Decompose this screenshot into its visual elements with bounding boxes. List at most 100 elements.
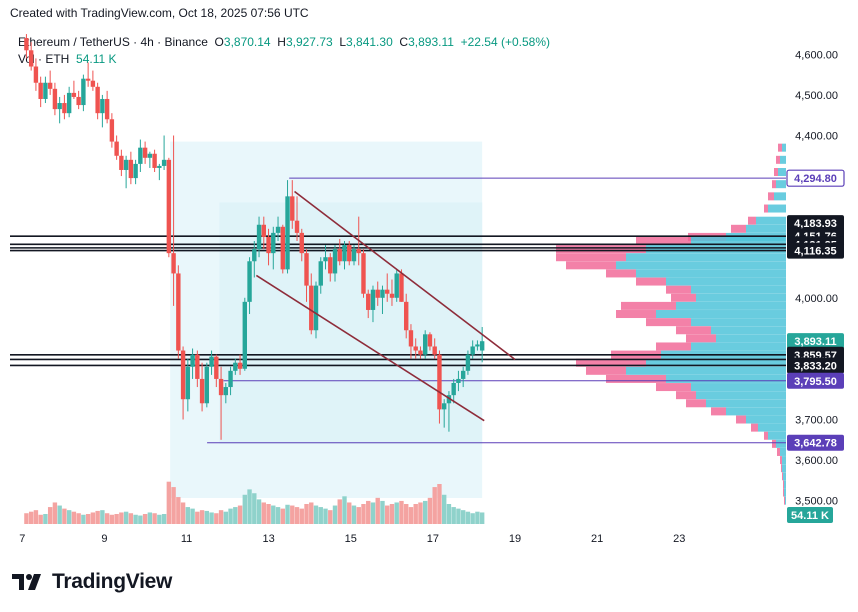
volume-profile-sell-bar — [764, 204, 768, 213]
candle-body — [271, 232, 276, 254]
volume-profile-sell-bar — [566, 261, 616, 270]
candle-body — [408, 330, 414, 347]
volume-bar — [114, 514, 119, 524]
volume-profile-sell-bar — [686, 334, 716, 343]
candle-body — [285, 196, 290, 270]
volume-bar — [142, 514, 148, 524]
volume-bar — [290, 505, 295, 524]
volume-bar — [47, 507, 53, 524]
volume-bar — [71, 511, 77, 524]
volume-profile-sell-bar — [606, 374, 666, 383]
volume-bar — [380, 500, 385, 524]
volume-bar — [252, 493, 257, 524]
volume-bar — [309, 502, 314, 524]
volume-bar — [375, 497, 380, 524]
volume-bar — [332, 505, 338, 524]
price-tag-label: 3,833.20 — [794, 360, 837, 372]
candle-body — [76, 96, 81, 106]
volume-bar — [385, 505, 390, 524]
volume-bar — [304, 504, 309, 524]
candle-body — [233, 362, 238, 371]
volume-profile-sell-bar — [778, 143, 782, 152]
candle-body — [190, 354, 195, 367]
volume-bar — [157, 514, 162, 524]
candle-body — [171, 253, 176, 274]
tradingview-logo[interactable]: TradingView — [12, 570, 172, 594]
volume-bar — [176, 497, 181, 524]
candle-body — [337, 249, 342, 262]
candle-body — [427, 334, 433, 347]
y-tick-label: 4,600.00 — [795, 49, 838, 61]
candle-body — [446, 395, 452, 404]
volume-bar — [62, 508, 67, 524]
candle-body — [323, 257, 328, 262]
candle-body — [24, 38, 29, 51]
volume-bar — [294, 507, 300, 524]
volume-profile-buy-bar — [646, 358, 786, 367]
volume-profile-buy-bar — [784, 488, 786, 497]
candle-body — [252, 249, 257, 262]
volume-bar — [28, 511, 34, 524]
volume-profile-buy-bar — [746, 415, 786, 424]
candle-body — [394, 273, 399, 298]
volume-bar — [285, 504, 290, 524]
x-tick-label: 21 — [591, 533, 603, 545]
volume-profile-sell-bar — [774, 168, 778, 177]
candle-body — [85, 78, 91, 81]
volume-bar — [271, 505, 276, 524]
candle-body — [119, 155, 124, 170]
candle-body — [475, 344, 480, 347]
volume-bar — [76, 513, 81, 524]
volume-profile-sell-bar — [776, 155, 780, 164]
candle-body — [351, 249, 357, 262]
volume-profile-sell-bar — [671, 293, 696, 302]
tradingview-logo-icon — [12, 574, 41, 590]
volume-bar — [370, 502, 376, 524]
volume-profile-buy-bar — [691, 285, 786, 294]
candle-body — [356, 249, 361, 254]
candle-body — [470, 346, 475, 355]
volume-tag — [787, 507, 833, 523]
candle-body — [95, 86, 100, 114]
candle-body — [47, 82, 53, 89]
close-value: 3,893.11 — [408, 35, 454, 49]
candle-body — [451, 382, 456, 396]
candle-body — [460, 370, 466, 379]
volume-profile-sell-bar — [748, 216, 756, 225]
volume-bar — [100, 510, 105, 524]
volume-profile-sell-bar — [686, 399, 706, 408]
price-chart[interactable]: 3,500.00 3,600.00 3,700.00 4,000.00 4,400.00… — [0, 0, 858, 560]
candle-body — [104, 98, 110, 120]
symbol-label[interactable]: Ethereum / TetherUS · 4h · Binance — [18, 35, 208, 49]
candle-body — [204, 366, 210, 404]
volume-bar — [456, 508, 461, 524]
volume-bar — [460, 510, 466, 524]
candle-body — [166, 159, 172, 254]
x-tick-label: 13 — [263, 533, 275, 545]
volume-bar — [389, 504, 395, 524]
candle-body — [347, 245, 352, 262]
y-tick-label: 3,600.00 — [795, 455, 838, 467]
x-tick-label: 15 — [345, 533, 357, 545]
volume-profile-buy-bar — [656, 310, 786, 319]
volume-bar — [85, 514, 91, 524]
candle-body — [52, 88, 58, 110]
volume-bar — [437, 484, 442, 524]
volume-bar — [451, 507, 456, 524]
candle-body — [313, 285, 319, 331]
volume-profile-buy-bar — [626, 253, 786, 262]
price-tag-label: 3,795.50 — [794, 376, 837, 388]
volume-profile-sell-bar — [764, 431, 768, 440]
volume-profile-sell-bar — [586, 366, 626, 375]
volume-profile-buy-bar — [666, 277, 786, 286]
x-tick-label: 9 — [101, 533, 107, 545]
volume-bar — [351, 505, 357, 524]
volume-bar — [446, 504, 452, 524]
candle-body — [437, 354, 442, 410]
volume-bar — [233, 507, 238, 524]
candle-body — [413, 346, 418, 351]
price-tag — [787, 372, 844, 389]
volume-profile-sell-bar — [782, 472, 783, 481]
candle-body — [128, 159, 134, 179]
high-value: 3,927.73 — [285, 35, 333, 49]
